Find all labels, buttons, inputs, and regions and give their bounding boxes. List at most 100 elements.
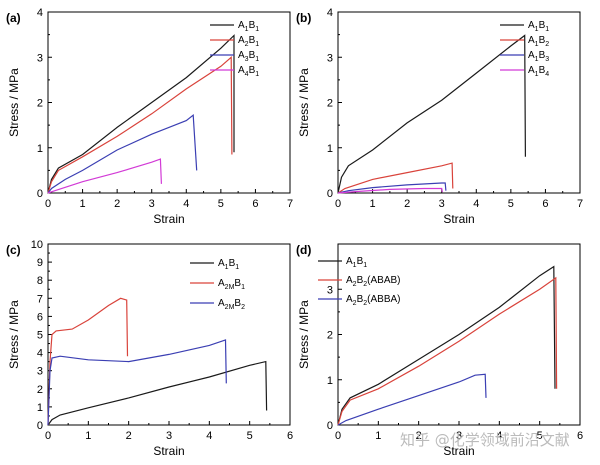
y-tick-label: 4 xyxy=(327,7,333,19)
legend-entry: A2B2(ABAB) xyxy=(346,275,401,288)
y-axis-label: Stress / MPa xyxy=(297,300,311,369)
chart-panel-a: (a) 0 1 2 3 4 5 6 7 0 1 2 3 4 Strain Stress / MPa A1B1 A2… xyxy=(6,7,293,226)
legend-entry: A2MB1 xyxy=(218,278,245,291)
x-tick-label: 0 xyxy=(335,430,341,442)
x-tick-label: 6 xyxy=(577,430,583,442)
y-tick-label: 3 xyxy=(327,284,333,296)
y-tick-label: 3 xyxy=(37,52,43,64)
legend-entry: A1B1 xyxy=(218,258,239,271)
x-tick-label: 0 xyxy=(335,198,341,210)
panel-label: (d) xyxy=(296,243,311,257)
y-tick-label: 2 xyxy=(327,330,333,342)
series-line-3 xyxy=(337,182,447,194)
series-line-3 xyxy=(47,114,198,194)
y-tick-label: 5 xyxy=(37,330,43,342)
y-axis-label: Stress / MPa xyxy=(7,68,21,137)
legend-entry: A3B1 xyxy=(238,50,259,63)
y-tick-label: 4 xyxy=(37,348,43,360)
x-tick-label: 2 xyxy=(126,430,132,442)
x-tick-label: 6 xyxy=(542,198,548,210)
x-tick-label: 6 xyxy=(287,430,293,442)
y-tick-label: 1 xyxy=(37,402,43,414)
x-tick-label: 1 xyxy=(370,198,376,210)
y-axis-label: Stress / MPa xyxy=(297,68,311,137)
panel-label: (a) xyxy=(6,11,21,25)
x-tick-label: 5 xyxy=(537,430,543,442)
x-tick-label: 5 xyxy=(218,198,224,210)
watermark-text: 知乎 @化学领域前沿文献 xyxy=(400,431,570,449)
x-tick-label: 0 xyxy=(45,430,51,442)
y-tick-label: 2 xyxy=(37,384,43,396)
legend-entry: A1B2 xyxy=(528,35,549,48)
chart-panel-d: (d) 0 1 2 3 4 5 6 0 1 2 3 Strain Stress / MPa A1B1 A2B2… xyxy=(296,243,583,458)
y-tick-label: 1 xyxy=(327,375,333,387)
y-tick-label: 9 xyxy=(37,257,43,269)
series-line-2 xyxy=(47,297,129,426)
y-tick-label: 3 xyxy=(37,366,43,378)
series-line-4 xyxy=(47,158,162,194)
x-axis-label: Strain xyxy=(153,444,184,458)
series-line-2 xyxy=(47,55,233,194)
legend-entry: A4B1 xyxy=(238,65,259,78)
series-line-3 xyxy=(337,373,487,426)
y-tick-label: 1 xyxy=(327,143,333,155)
legend-entry: A1B4 xyxy=(528,65,549,78)
x-tick-label: 3 xyxy=(456,430,462,442)
x-axis-label: Strain xyxy=(443,212,474,226)
x-axis-label: Strain xyxy=(443,444,474,458)
series-line-1 xyxy=(47,34,235,194)
x-tick-label: 5 xyxy=(508,198,514,210)
x-tick-label: 3 xyxy=(149,198,155,210)
y-tick-label: 2 xyxy=(327,98,333,110)
series-line-2 xyxy=(337,276,558,426)
x-tick-label: 1 xyxy=(80,198,86,210)
panel-label: (b) xyxy=(296,11,311,25)
x-axis-label: Strain xyxy=(153,212,184,226)
y-tick-label: 0 xyxy=(327,188,333,200)
x-tick-label: 3 xyxy=(439,198,445,210)
x-tick-label: 3 xyxy=(166,430,172,442)
y-tick-label: 1 xyxy=(37,143,43,155)
y-axis-label: Stress / MPa xyxy=(7,300,21,369)
x-tick-label: 0 xyxy=(45,198,51,210)
y-tick-label: 4 xyxy=(37,7,43,19)
y-tick-label: 8 xyxy=(37,275,43,287)
legend-entry: A1B1 xyxy=(528,20,549,33)
x-tick-label: 6 xyxy=(252,198,258,210)
x-tick-label: 2 xyxy=(416,430,422,442)
y-tick-label: 6 xyxy=(37,311,43,323)
legend-entry: A2MB2 xyxy=(218,298,245,311)
x-tick-label: 7 xyxy=(577,198,583,210)
y-tick-label: 7 xyxy=(37,293,43,305)
legend-entry: A1B3 xyxy=(528,50,549,63)
series-line-1 xyxy=(337,34,526,194)
y-tick-label: 2 xyxy=(37,98,43,110)
series-line-1 xyxy=(337,265,556,426)
x-tick-label: 7 xyxy=(287,198,293,210)
x-tick-label: 2 xyxy=(114,198,120,210)
chart-panel-c: (c) 0 1 2 3 4 5 6 0 1 2 3 4 5 6 7 8 9 10 Strain Stress / MPa… xyxy=(6,239,293,458)
panel-label: (c) xyxy=(6,243,21,257)
x-tick-label: 2 xyxy=(404,198,410,210)
series-line-1 xyxy=(47,360,268,426)
series-line-2 xyxy=(337,162,454,194)
y-tick-label: 0 xyxy=(37,188,43,200)
y-tick-label: 0 xyxy=(37,420,43,432)
plot-frame xyxy=(47,243,291,426)
series-line-3 xyxy=(47,339,227,426)
series-line-4 xyxy=(337,187,443,194)
legend-entry: A2B2(ABBA) xyxy=(346,294,401,307)
y-tick-label: 3 xyxy=(327,52,333,64)
chart-panel-b: (b) 0 1 2 3 4 5 6 7 0 1 2 3 4 Strain Stress / MPa A1B1 A1… xyxy=(296,7,583,226)
x-tick-label: 1 xyxy=(85,430,91,442)
x-tick-label: 4 xyxy=(496,430,502,442)
legend-entry: A1B1 xyxy=(238,20,259,33)
y-tick-label: 0 xyxy=(327,420,333,432)
x-tick-label: 4 xyxy=(183,198,189,210)
legend-entry: A2B1 xyxy=(238,35,259,48)
x-tick-label: 4 xyxy=(206,430,212,442)
x-tick-label: 4 xyxy=(473,198,479,210)
legend-entry: A1B1 xyxy=(346,256,367,269)
y-tick-label: 10 xyxy=(31,239,43,251)
